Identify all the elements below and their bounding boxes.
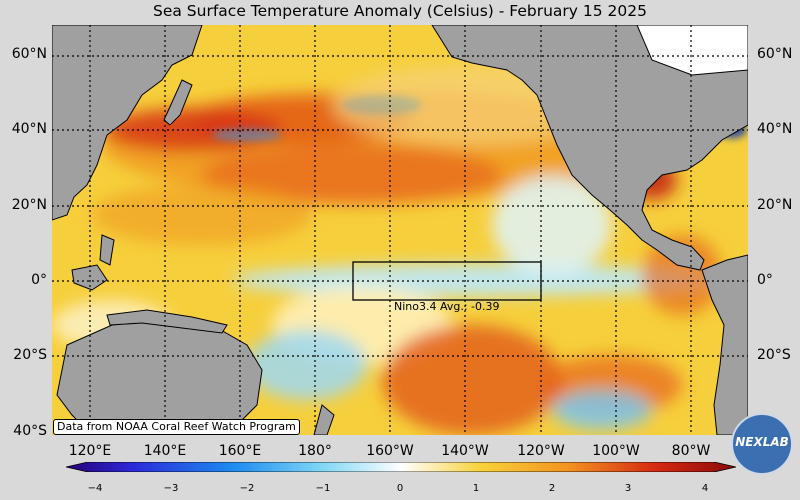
colorbar-tick-label: −1 <box>315 483 331 494</box>
colorbar <box>66 462 736 472</box>
colorbar-tick-label: 0 <box>396 483 404 494</box>
colorbar-tick-label: 1 <box>472 483 480 494</box>
lon-label-120w: 120°W <box>517 443 565 459</box>
land-masses <box>52 25 748 435</box>
lon-label-100w: 100°W <box>592 443 640 459</box>
colorbar-tick-label: −2 <box>239 483 255 494</box>
lat-label-left-60n: 60°N <box>11 46 47 62</box>
lat-label-right-0: 0° <box>757 272 773 288</box>
nino34-average-label: Nino3.4 Avg.: -0.39 <box>394 300 500 313</box>
lat-label-left-40n: 40°N <box>11 121 47 137</box>
lon-label-80w: 80°W <box>671 443 711 459</box>
lat-label-left-0: 0° <box>31 272 47 288</box>
colorbar-tick-label: 3 <box>624 483 632 494</box>
lat-label-right-40n: 40°N <box>757 121 793 137</box>
lat-lon-grid <box>52 25 748 435</box>
nexlab-logo[interactable]: NEXLAB <box>731 413 793 475</box>
lon-label-180: 180° <box>298 443 332 459</box>
lon-label-120e: 120°E <box>68 443 112 459</box>
lon-label-160e: 160°E <box>218 443 262 459</box>
sst-map-canvas <box>52 25 748 435</box>
lat-label-right-20s: 20°S <box>757 347 791 363</box>
lat-label-left-40s: 40°S <box>13 423 47 439</box>
colorbar-tick-label: −4 <box>87 483 103 494</box>
lat-label-left-20n: 20°N <box>11 197 47 213</box>
map-title: Sea Surface Temperature Anomaly (Celsius… <box>153 2 647 20</box>
sst-anomaly-map <box>52 25 748 435</box>
lon-label-140e: 140°E <box>143 443 187 459</box>
nino34-box <box>352 261 542 301</box>
colorbar-tick-label: −3 <box>163 483 179 494</box>
lat-label-right-60n: 60°N <box>757 46 793 62</box>
colorbar-tick-label: 4 <box>701 483 709 494</box>
colorbar-tick-label: 2 <box>548 483 556 494</box>
logo-text: NEXLAB <box>735 435 789 449</box>
data-credit-label: Data from NOAA Coral Reef Watch Program <box>53 419 300 435</box>
lon-label-140w: 140°W <box>441 443 489 459</box>
lat-label-left-20s: 20°S <box>13 347 47 363</box>
lat-label-right-20n: 20°N <box>757 197 793 213</box>
lon-label-160w: 160°W <box>366 443 414 459</box>
